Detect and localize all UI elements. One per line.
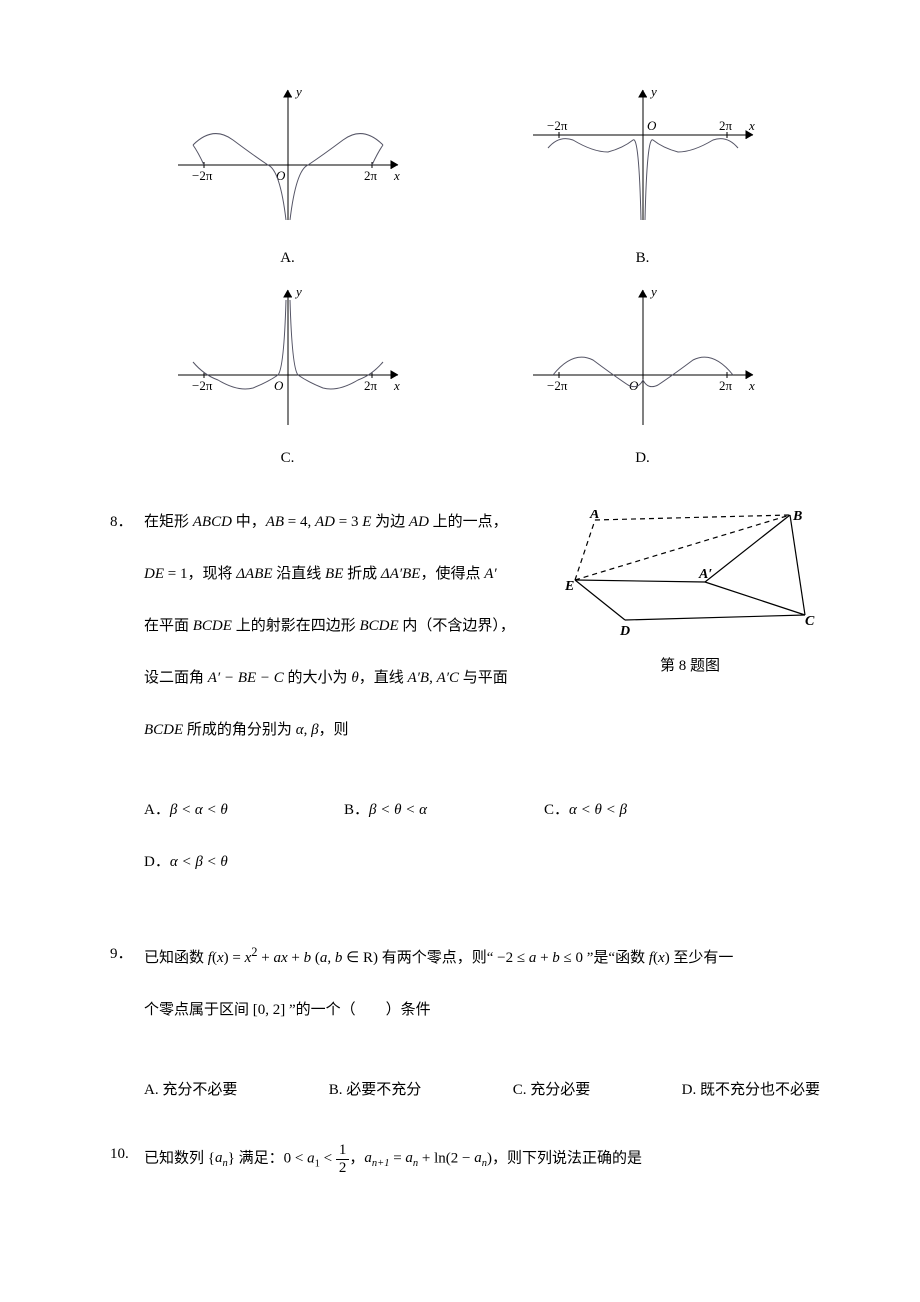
- axis-y-label: y: [649, 284, 657, 299]
- q8-options: A．β < α < θ B．β < θ < α C．α < θ < β D．α …: [144, 798, 820, 902]
- graph-A-label: A.: [168, 246, 408, 270]
- xtick-left: −2π: [192, 168, 213, 183]
- q9-line2: 个零点属于区间 [0, 2] ”的一个（ ）条件: [144, 998, 820, 1022]
- q8-line5: BCDE 所成的角分别为 α, β，则: [144, 718, 550, 742]
- axis-y-label: y: [649, 84, 657, 99]
- graph-C: y x O −2π 2π C.: [168, 280, 408, 470]
- q8-line1: 在矩形 ABCD 中，AB = 4, AD = 3 E 为边 AD 上的一点，: [144, 510, 550, 534]
- q9-option-C: C. 充分必要: [513, 1078, 591, 1102]
- q8-number: 8．: [110, 510, 144, 534]
- q9-option-D: D. 既不充分也不必要: [682, 1078, 820, 1102]
- graph-C-svg: y x O −2π 2π: [168, 280, 408, 430]
- axis-x-label: x: [748, 378, 755, 393]
- q8-body: 在矩形 ABCD 中，AB = 4, AD = 3 E 为边 AD 上的一点， …: [144, 510, 550, 770]
- question-8: A B E D C A′ 第 8 题图 8． 在矩形 ABCD 中，AB = 4…: [110, 510, 820, 902]
- q10-body: 已知数列 {an} 满足：0 < a1 < 12，an+1 = an + ln(…: [144, 1142, 820, 1176]
- question-10: 10. 已知数列 {an} 满足：0 < a1 < 12，an+1 = an +…: [110, 1142, 820, 1176]
- xtick-right: 2π: [719, 378, 733, 393]
- q10-number: 10.: [110, 1142, 144, 1166]
- graph-C-label: C.: [168, 446, 408, 470]
- graph-A-svg: y x O −2π 2π: [168, 80, 408, 230]
- q9-body: 已知函数 f(x) = x2 + ax + b (a, b ∈ R) 有两个零点…: [144, 942, 820, 1050]
- vertex-E: E: [565, 579, 574, 594]
- vertex-C: C: [805, 614, 815, 629]
- question-9: 9． 已知函数 f(x) = x2 + ax + b (a, b ∈ R) 有两…: [110, 942, 820, 1102]
- axis-x-label: x: [748, 118, 755, 133]
- q8-figure: A B E D C A′ 第 8 题图: [560, 510, 820, 678]
- xtick-left: −2π: [192, 378, 213, 393]
- q8-line3: 在平面 BCDE 上的射影在四边形 BCDE 内（不含边界），: [144, 614, 550, 638]
- q9-line1: 已知函数 f(x) = x2 + ax + b (a, b ∈ R) 有两个零点…: [144, 942, 820, 970]
- axis-x-label: x: [393, 378, 400, 393]
- q9-number: 9．: [110, 942, 144, 966]
- vertex-A: A: [589, 510, 599, 522]
- xtick-left: −2π: [547, 378, 568, 393]
- vertex-D: D: [619, 624, 630, 639]
- q9-option-B: B. 必要不充分: [329, 1078, 422, 1102]
- q8-figure-svg: A B E D C A′: [565, 510, 815, 640]
- page-content: y x O −2π 2π A. y: [0, 0, 920, 1244]
- graph-row-1: y x O −2π 2π A. y: [110, 80, 820, 270]
- q8-option-B: B．β < θ < α: [344, 798, 544, 822]
- q9-option-A: A. 充分不必要: [144, 1078, 237, 1102]
- graph-row-2: y x O −2π 2π C. y x: [110, 280, 820, 470]
- xtick-right: 2π: [364, 378, 378, 393]
- graph-D: y x O −2π 2π D.: [523, 280, 763, 470]
- origin-label: O: [647, 118, 657, 133]
- vertex-Aprime: A′: [698, 567, 712, 582]
- q8-option-A: A．β < α < θ: [144, 798, 344, 822]
- graph-B-label: B.: [523, 246, 763, 270]
- q8-option-C: C．α < θ < β: [544, 798, 744, 822]
- xtick-right: 2π: [719, 118, 733, 133]
- graph-D-label: D.: [523, 446, 763, 470]
- xtick-right: 2π: [364, 168, 378, 183]
- q9-options: A. 充分不必要 B. 必要不充分 C. 充分必要 D. 既不充分也不必要: [144, 1078, 820, 1102]
- xtick-left: −2π: [547, 118, 568, 133]
- axis-y-label: y: [294, 284, 302, 299]
- graph-B: y x O −2π 2π B.: [523, 80, 763, 270]
- graph-B-svg: y x O −2π 2π: [523, 80, 763, 230]
- q8-figure-caption: 第 8 题图: [560, 654, 820, 678]
- q8-option-D: D．α < β < θ: [144, 850, 344, 874]
- axis-x-label: x: [393, 168, 400, 183]
- q8-line2: DE = 1，现将 ΔABE 沿直线 BE 折成 ΔA′BE，使得点 A′: [144, 562, 550, 586]
- graph-A: y x O −2π 2π A.: [168, 80, 408, 270]
- q10-line1: 已知数列 {an} 满足：0 < a1 < 12，an+1 = an + ln(…: [144, 1142, 820, 1176]
- origin-label: O: [276, 168, 286, 183]
- origin-label: O: [274, 378, 284, 393]
- q8-line4: 设二面角 A′ − BE − C 的大小为 θ，直线 A′B, A′C 与平面: [144, 666, 550, 690]
- vertex-B: B: [792, 510, 802, 524]
- axis-y-label: y: [294, 84, 302, 99]
- graph-D-svg: y x O −2π 2π: [523, 280, 763, 430]
